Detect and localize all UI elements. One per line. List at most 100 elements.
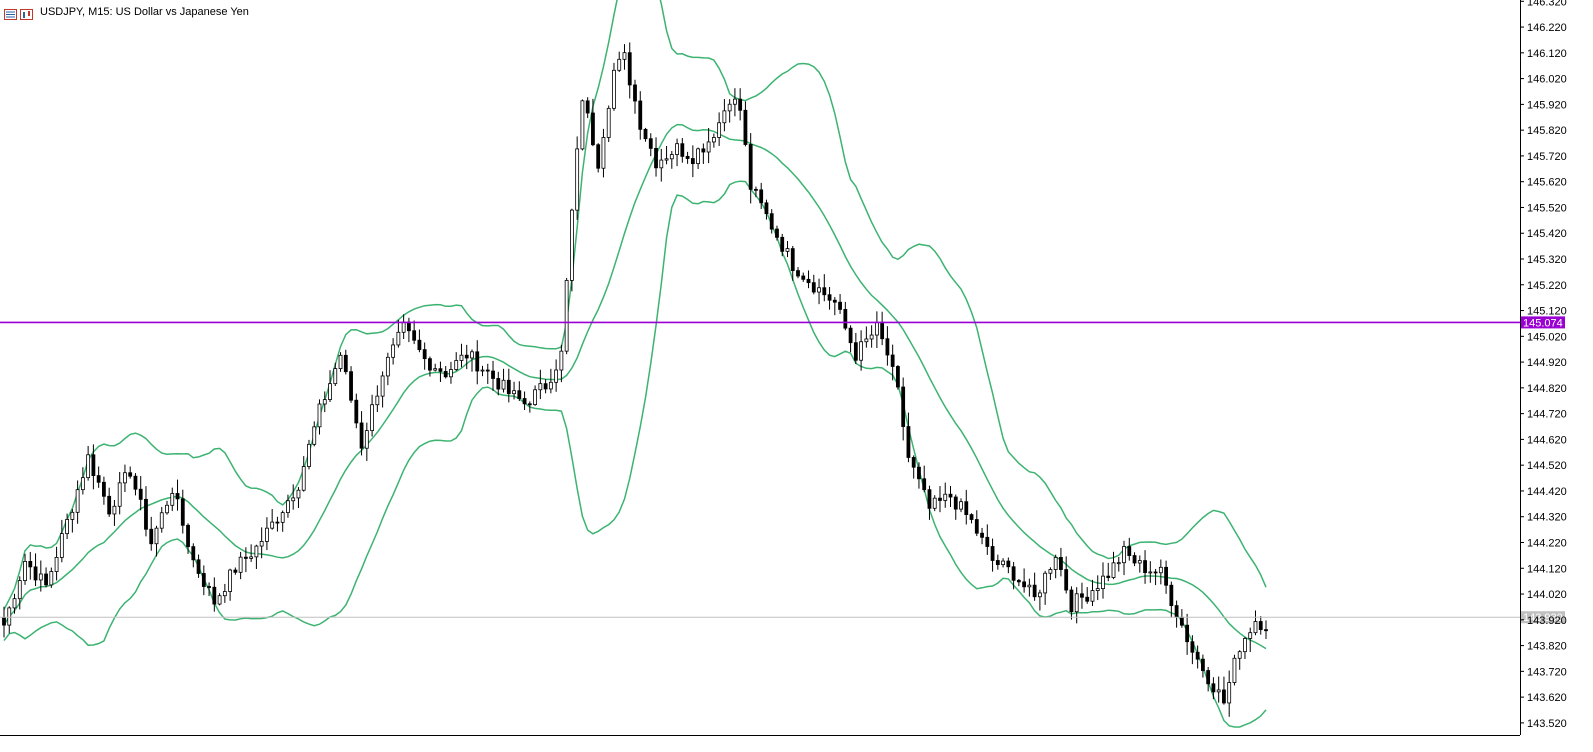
candle — [380, 371, 385, 408]
candle — [491, 360, 495, 391]
candle-body-bull — [1253, 621, 1258, 634]
candle-body-bull — [727, 103, 732, 112]
candle — [443, 365, 448, 379]
candle — [359, 411, 364, 456]
candle-body-bear — [1080, 593, 1084, 598]
candle — [228, 568, 233, 601]
candle-body-bull — [733, 98, 737, 105]
candle-body-bear — [1185, 624, 1190, 643]
candle — [622, 44, 627, 70]
candle-body-bull — [817, 287, 821, 293]
candle — [280, 510, 285, 532]
quotes-list-icon[interactable] — [4, 7, 17, 20]
candle — [212, 577, 217, 612]
candle — [33, 553, 38, 587]
candle-body-bear — [1179, 616, 1184, 626]
candle-body-bull — [785, 248, 790, 252]
candle — [1101, 562, 1105, 599]
candle-body-bear — [233, 569, 238, 573]
candle-body-bull — [291, 497, 296, 502]
candle — [144, 486, 148, 537]
price-axis[interactable]: 146.320 146.220 146.120 146.020 145.920 145.8… — [0, 0, 1567, 736]
candle — [222, 583, 227, 603]
candle-body-bear — [680, 143, 685, 157]
y-tick-label: 145.020 — [1527, 331, 1567, 343]
candle — [191, 543, 196, 568]
y-tick-label: 144.520 — [1527, 460, 1567, 472]
candle-body-bull — [575, 148, 580, 211]
candle — [874, 311, 879, 349]
candle-body-bull — [75, 489, 80, 513]
candle — [927, 485, 932, 520]
candle — [354, 393, 359, 429]
candle — [1153, 568, 1158, 586]
candle-body-bear — [964, 501, 969, 515]
candle-body-bull — [501, 379, 506, 390]
candle — [333, 362, 338, 387]
candle — [1037, 589, 1042, 611]
candle-body-bear — [443, 370, 448, 378]
candle — [385, 352, 390, 386]
candle-body-bear — [917, 466, 921, 480]
candle-body-bear — [853, 342, 858, 361]
candle-body-bear — [2, 616, 6, 626]
candle-body-bull — [65, 519, 69, 535]
candle-body-bull — [286, 500, 290, 514]
candle-body-bear — [412, 330, 417, 341]
candle-body-bear — [543, 383, 548, 390]
y-tick-label: 143.620 — [1527, 692, 1567, 704]
candle — [1243, 636, 1247, 660]
candle — [406, 317, 411, 343]
candle — [480, 365, 485, 377]
candle — [149, 516, 154, 551]
candle-body-bull — [932, 497, 937, 509]
candle-body-bull — [385, 356, 390, 377]
candle-body-bear — [33, 566, 38, 581]
candle-body-bear — [743, 109, 748, 145]
candle-body-bear — [1164, 566, 1168, 586]
candle-body-bull — [554, 369, 559, 383]
candle-body-bull — [375, 395, 380, 406]
candle-body-bull — [259, 541, 264, 547]
candle — [1264, 620, 1268, 640]
candle — [733, 88, 737, 117]
y-tick-label: 145.120 — [1527, 306, 1567, 318]
candle-body-bear — [149, 528, 154, 545]
candle — [543, 379, 548, 394]
candle-body-bull — [123, 472, 127, 484]
candle-body-bear — [1127, 546, 1132, 556]
candle — [275, 516, 280, 532]
candle — [159, 507, 164, 533]
candle — [769, 209, 774, 234]
candle — [1116, 556, 1121, 572]
candle — [838, 294, 842, 314]
candle-body-bear — [848, 327, 853, 344]
chart-title: USDJPY, M15: US Dollar vs Japanese Yen — [40, 6, 249, 18]
candle — [1248, 627, 1253, 652]
candle-body-bull — [254, 545, 259, 558]
candle — [401, 314, 406, 339]
candle — [601, 128, 606, 178]
candle — [538, 369, 543, 400]
candle — [391, 338, 396, 365]
candle-body-bear — [748, 144, 753, 190]
chart-type-icon[interactable] — [20, 7, 33, 20]
bid-level-label-bg — [1521, 611, 1565, 624]
candle-body-bull — [170, 493, 175, 506]
candle-body-bear — [643, 128, 648, 140]
candle — [433, 363, 438, 372]
candle-body-bear — [1264, 629, 1268, 632]
candle-body-bear — [496, 378, 501, 390]
candle — [948, 486, 953, 508]
y-tick-label: 144.620 — [1527, 434, 1567, 446]
candle — [80, 467, 85, 495]
bollinger-lower-band — [3, 180, 1267, 728]
candle-body-bear — [28, 561, 33, 568]
candle — [554, 359, 559, 392]
candle — [1206, 667, 1211, 692]
candle-body-bear — [911, 457, 916, 468]
candle-body-bull — [296, 489, 301, 499]
candle-body-bear — [985, 536, 990, 547]
